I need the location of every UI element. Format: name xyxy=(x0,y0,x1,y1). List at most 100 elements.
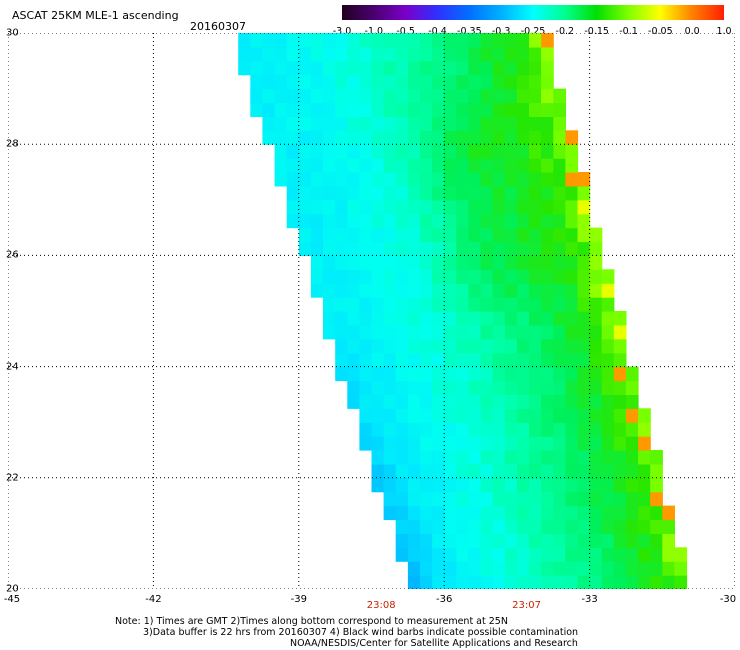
swath-cell xyxy=(323,297,336,312)
swath-cell xyxy=(347,338,360,354)
swath-cell xyxy=(468,408,482,423)
swath-cell xyxy=(650,519,663,534)
swath-cell xyxy=(444,199,457,215)
colorbar xyxy=(342,5,724,20)
swath-cell xyxy=(407,102,421,117)
swath-cell xyxy=(323,130,336,145)
swath-cell xyxy=(432,519,445,534)
swath-cell xyxy=(432,116,445,131)
swath-cell xyxy=(565,311,579,326)
swath-cell xyxy=(625,477,639,493)
swath-cell xyxy=(613,547,627,562)
swath-cell xyxy=(444,158,457,173)
swath-cell xyxy=(359,269,373,284)
swath-cell xyxy=(335,366,348,382)
swath-cell xyxy=(383,255,397,270)
swath-cell xyxy=(371,436,385,451)
swath-cell xyxy=(371,380,385,395)
swath-cell xyxy=(565,199,579,215)
swath-cell xyxy=(577,547,591,562)
swath-cell xyxy=(504,116,518,131)
swath-cell xyxy=(347,255,360,270)
swath-cell xyxy=(480,297,494,312)
swath-cell xyxy=(480,547,494,562)
swath-cell xyxy=(553,255,566,270)
swath-cell xyxy=(420,352,433,368)
swath-cell xyxy=(625,380,639,395)
swath-cell xyxy=(516,575,530,589)
swath-cell xyxy=(310,283,324,298)
swath-cell xyxy=(553,477,566,493)
swath-cell xyxy=(456,408,469,423)
note-line-2: 3)Data buffer is 22 hrs from 20160307 4)… xyxy=(143,627,579,638)
swath-cell xyxy=(529,324,542,340)
swath-cell xyxy=(468,255,482,270)
swath-cell xyxy=(516,158,530,173)
swath-cell xyxy=(516,185,530,201)
swath-cell xyxy=(456,227,469,243)
swath-cell xyxy=(347,394,360,409)
swath-cell xyxy=(359,60,373,76)
swath-cell xyxy=(323,213,336,229)
swath-cell xyxy=(468,185,482,201)
swath-cell xyxy=(383,88,397,104)
swath-cell xyxy=(444,269,457,284)
swath-data xyxy=(238,33,688,589)
swath-cell xyxy=(383,380,397,395)
swath-cell xyxy=(565,213,579,229)
swath-cell xyxy=(504,185,518,201)
swath-cell xyxy=(492,380,506,395)
swath-cell xyxy=(323,158,336,173)
swath-cell xyxy=(383,144,397,159)
swath-cell xyxy=(383,324,397,340)
swath-cell xyxy=(504,561,518,576)
swath-cell xyxy=(359,46,373,62)
swath-cell xyxy=(274,172,288,187)
swath-cell xyxy=(504,283,518,298)
swath-cell xyxy=(238,60,251,76)
swath-cell xyxy=(274,158,288,173)
swath-cell xyxy=(444,297,457,312)
longitude-label: -42 xyxy=(145,594,162,605)
swath-cell xyxy=(492,505,506,521)
swath-cell xyxy=(444,575,457,589)
swath-cell xyxy=(480,199,494,215)
swath-cell xyxy=(553,88,566,104)
swath-cell xyxy=(323,255,336,270)
swath-cell xyxy=(420,60,433,76)
swath-cell xyxy=(298,199,312,215)
swath-cell xyxy=(565,144,579,159)
swath-cell xyxy=(601,394,615,409)
swath-cell xyxy=(529,116,542,131)
swath-cell xyxy=(492,144,506,159)
swath-cell xyxy=(577,172,591,187)
swath-cell xyxy=(432,547,445,562)
swath-cell xyxy=(504,33,518,48)
swath-cell xyxy=(420,158,433,173)
swath-cell xyxy=(359,185,373,201)
swath-cell xyxy=(407,380,421,395)
swath-cell xyxy=(456,33,469,48)
swath-cell xyxy=(529,394,542,409)
swath-cell xyxy=(492,158,506,173)
swath-cell xyxy=(359,311,373,326)
swath-cell xyxy=(468,450,482,465)
swath-cell xyxy=(444,366,457,382)
colorbar-label: -3.0 xyxy=(332,26,352,37)
swath-cell xyxy=(565,436,579,451)
swath-cell xyxy=(371,463,385,479)
swath-cell xyxy=(432,130,445,145)
swath-cell xyxy=(420,185,433,201)
swath-cell xyxy=(541,60,554,76)
swath-cell xyxy=(613,311,627,326)
swath-cell xyxy=(553,491,566,507)
swath-cell xyxy=(335,227,348,243)
swath-cell xyxy=(335,352,348,368)
swath-cell xyxy=(420,311,433,326)
swath-cell xyxy=(504,324,518,340)
swath-cell xyxy=(371,158,385,173)
swath-cell xyxy=(589,547,603,562)
swath-cell xyxy=(335,60,348,76)
swath-cell xyxy=(298,144,312,159)
swath-cell xyxy=(589,491,603,507)
